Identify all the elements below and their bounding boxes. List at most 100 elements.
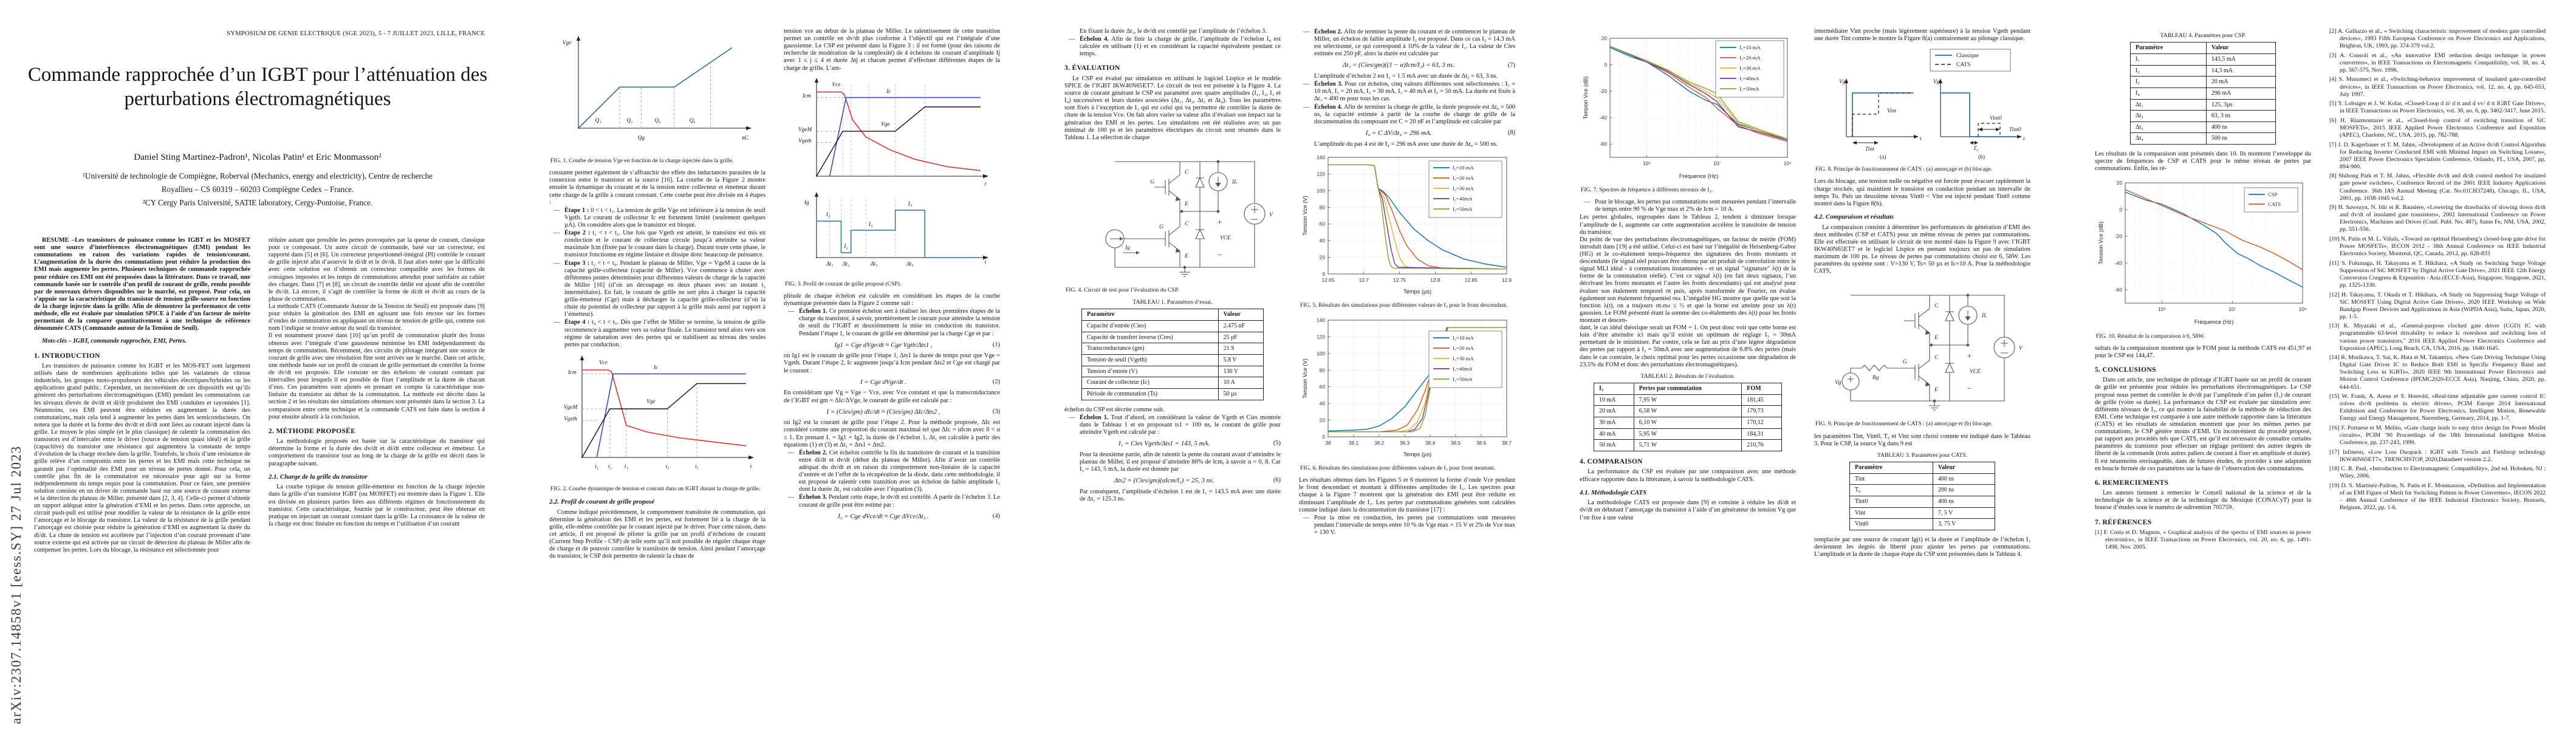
fig10-caption: FIG. 10. Résultat de la comparaison à 6,… — [2096, 332, 2205, 340]
series-I₃=50mA — [1609, 46, 1788, 140]
table-cell: 181,45 — [1741, 394, 1782, 406]
paragraph: Dans cet article, une technique de pilot… — [2095, 377, 2311, 472]
paragraph: constante permet également de s’affranch… — [549, 169, 766, 206]
svg-text:Δt₂: Δt₂ — [842, 261, 850, 267]
table2-caption: TABLEAU 2. Résultats de l’évaluation. — [1640, 372, 1735, 380]
svg-text:10⁸: 10⁸ — [1784, 160, 1792, 166]
list-item: — Échelon 3. Pendant cette étape, le dv/d… — [788, 494, 1000, 508]
svg-text:I₃: I₃ — [868, 222, 872, 228]
svg-text:Tension Vce (V): Tension Vce (V) — [1302, 196, 1308, 236]
table-row: I₃ 20 mA — [2130, 76, 2276, 88]
svg-text:-40: -40 — [2115, 260, 2122, 266]
table4-caption: TABLEAU 4. Paramètres pour CSP. — [2160, 32, 2246, 39]
table-row: Tension de seuil (Vgeth) 5.8 V — [1081, 354, 1264, 366]
affiliation-3: ²CY Cergy Paris Université, SATIE labora… — [142, 198, 373, 207]
section-2-1-heading: 2.1. Charge de la grille du transistor — [269, 473, 368, 481]
svg-text:Δt₃: Δt₃ — [870, 261, 877, 267]
section-6-heading: 6. REMERCIEMENTS — [2095, 478, 2169, 487]
svg-text:VCE: VCE — [1970, 369, 1981, 375]
svg-text:G: G — [1903, 359, 1907, 365]
table-row: Capacité d’entrée (Cies) 2.475 nF — [1081, 320, 1264, 332]
table1-caption: TABLEAU 1. Paramètres d’essai. — [1132, 299, 1213, 306]
section-3-heading: 3. ÉVALUATION — [1064, 64, 1120, 72]
table-cell: 20 mA — [1594, 405, 1634, 417]
paragraph: Pour la deuxième partie, afin de ralenti… — [1080, 451, 1281, 473]
svg-text:40: 40 — [1320, 238, 1326, 244]
list-item: — Échelon 3. Pour cet échelon, cinq valeu… — [1303, 81, 1515, 103]
table-cell: Période de commutation (Ts) — [1081, 388, 1219, 400]
svg-text:60: 60 — [1320, 384, 1326, 390]
svg-text:Classique: Classique — [1956, 53, 1979, 59]
table-cell: 296 mA — [2205, 87, 2276, 100]
arxiv-watermark: arXiv:2307.14858v1 [eess.SY] 27 Jul 2023 — [9, 445, 24, 724]
list-item: — Pour la mise en conduction, les pertes … — [1303, 514, 1515, 536]
svg-text:10⁶: 10⁶ — [2158, 306, 2166, 312]
page5-col-left: TABLEAU 4. Paramètres pour CSP. Paramètr… — [2095, 28, 2311, 720]
svg-text:I₃=50mA: I₃=50mA — [1453, 376, 1473, 382]
svg-text:(a): (a) — [1880, 154, 1886, 160]
svg-text:−: − — [1217, 250, 1222, 259]
list-item: — Échelon 2. Cet échelon contrôle la fin … — [788, 449, 1000, 493]
page-1: arXiv:2307.14858v1 [eess.SY] 27 Jul 2023… — [0, 0, 515, 729]
table-cell: Tint — [1849, 473, 1933, 485]
paragraph: réduire autant que possible les pertes p… — [269, 237, 485, 303]
page-5: TABLEAU 4. Paramètres pour CSP. Paramètr… — [2061, 0, 2576, 729]
page1-col-right: réduire autant que possible les pertes p… — [269, 237, 485, 720]
svg-text:I₃=30 mA: I₃=30 mA — [1739, 65, 1761, 71]
reference-item: [14] R. Morikawa, T. Sai, K. Hata et M. … — [2329, 354, 2546, 391]
table-cell: Δt₃ — [2130, 121, 2207, 134]
table-cell: 7,95 W — [1633, 394, 1742, 406]
table-row: Tint 400 ns — [1849, 473, 1996, 485]
svg-text:10⁸: 10⁸ — [2299, 306, 2307, 312]
legend: I₃=10 mA I₃=20 mA I₃=30 mA I₃=40mA I₃=50mA — [1428, 160, 1502, 218]
svg-text:120: 120 — [1317, 334, 1325, 340]
paragraph: Lors du blocage, une tension nulle ou né… — [1814, 178, 2030, 207]
svg-text:I₃=30 mA: I₃=30 mA — [1453, 355, 1474, 361]
equation-6: Δts2 = (Cies/gm)(αIcm/I₁) = 25, 3 ns. (6) — [1114, 477, 1281, 485]
svg-text:I₃=10 mA: I₃=10 mA — [1453, 335, 1474, 341]
svg-text:Rg: Rg — [1872, 375, 1879, 381]
svg-text:12.65: 12.65 — [1322, 277, 1335, 283]
page2-col-left: Vge Q₁ Q₂ Q₃ Q₄ Qg nC FIG. 1. Courbe de tensio… — [549, 28, 766, 720]
svg-text:100: 100 — [1317, 351, 1325, 357]
svg-text:Icm: Icm — [567, 369, 577, 375]
table-cell: 50 µs — [1218, 388, 1264, 400]
table-cell: 170,12 — [1741, 416, 1782, 429]
table-1: Paramètre Valeur Capacité d’entrée (Cies) 2… — [1081, 309, 1264, 400]
svg-text:VgeM: VgeM — [798, 127, 812, 133]
svg-text:I₃=20 mA: I₃=20 mA — [1453, 175, 1474, 181]
equation-4: I₃ = Cge dVce/dt ≈ Cge ΔVce/Δt₃ . (4) — [838, 512, 1000, 520]
paragraph: La performance du CSP est évaluée par un… — [1580, 468, 1796, 483]
svg-text:Fréquence (Hz): Fréquence (Hz) — [1679, 173, 1719, 179]
svg-text:I₃=20 mA: I₃=20 mA — [1453, 345, 1474, 351]
intro-paragraph: Les transistors de puissance comme les I… — [34, 363, 250, 553]
list-item: — Échelon 1. Ce première échelon sert à r… — [788, 308, 1000, 337]
table-row: Δt₂ 63, 3 ns — [2130, 110, 2276, 122]
section-2-2-heading: 2.2. Profil de courant de grille proposé — [549, 498, 655, 506]
paragraph: La courbe typique de tension grille-émet… — [269, 484, 485, 527]
svg-text:G: G — [1150, 179, 1154, 185]
svg-text:V: V — [1269, 212, 1273, 218]
figure-8: Classique CATS Vg Vint Tint t (a) Vg Vin… — [1814, 46, 2030, 173]
paragraph: échelon du CSP est décrite comme suit. — [1064, 406, 1165, 413]
paragraph: Comme indiqué précédemment, le comportem… — [549, 508, 766, 560]
fig5-plot: 12.65 12.7 12.75 12.8 12.85 12.9 0 20 40 60 80 100 1… — [1302, 154, 1512, 295]
page-4: 10⁶ 10⁷ 10⁸ 20 0 -20 -40 -60 I₃=10 mA I₃=20 mA I₃=… — [1546, 0, 2061, 729]
table-row: T₀ 200 ns — [1849, 484, 1996, 497]
table-row: Δt₁ 125, 3µs — [2130, 98, 2276, 111]
page1-col-left: RESUME –Les transistors de puissance com… — [34, 237, 250, 720]
paragraph: où Ig2 est la courant de grille pour l’é… — [784, 419, 1000, 448]
svg-text:20: 20 — [1320, 254, 1326, 260]
svg-text:I₁: I₁ — [826, 212, 830, 218]
svg-text:I₃=40mA: I₃=40mA — [1739, 75, 1759, 81]
svg-text:T₀: T₀ — [1973, 146, 1979, 152]
section-1-heading: 1. INTRODUCTION — [34, 351, 100, 360]
svg-text:Icm: Icm — [802, 93, 811, 99]
paragraph: plitude de chaque échelon est calculée e… — [784, 293, 1000, 307]
reference-item: [19] D. S. Martinez-Padron, N. Patin et … — [2329, 482, 2546, 512]
legend: I₃=10 mA I₃=20 mA I₃=30 mA I₃=40mA I₃=50mA — [1428, 330, 1502, 388]
fig3-caption: FIG. 3. Profil de courant de grille prop… — [785, 280, 902, 287]
reference-item: [16] F. Portuese et M. Melito, «Gate cha… — [2329, 424, 2546, 447]
series-Vge — [816, 106, 981, 177]
svg-text:C: C — [1185, 221, 1189, 227]
